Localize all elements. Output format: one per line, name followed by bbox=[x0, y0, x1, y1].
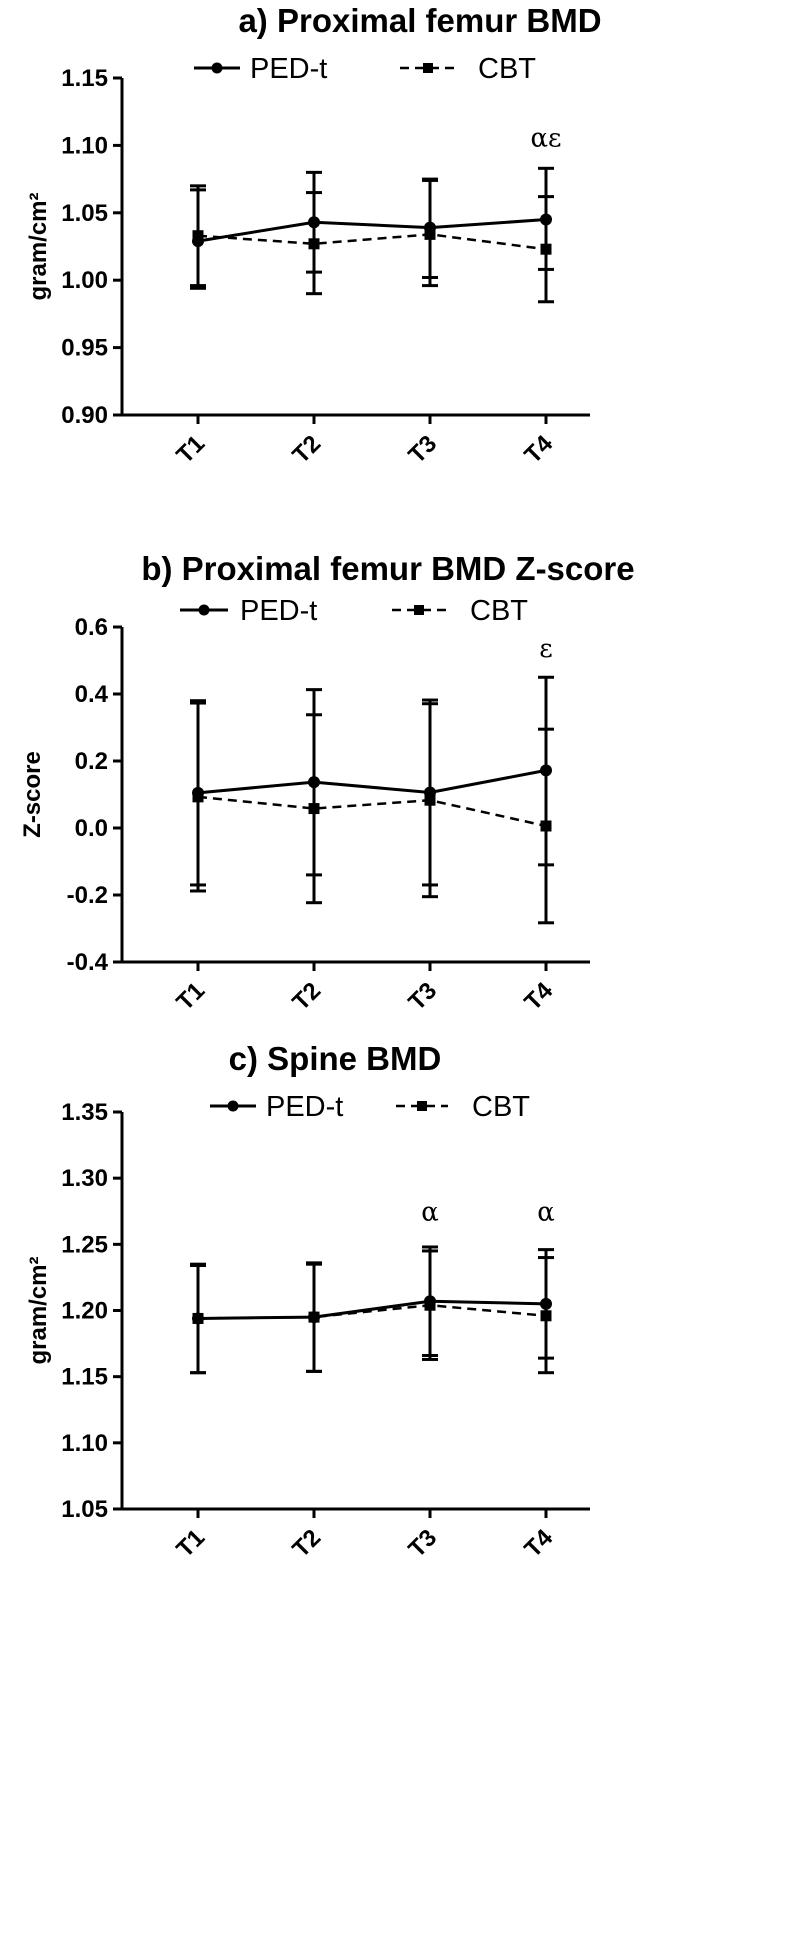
chart-title: b) Proximal femur BMD Z-score bbox=[141, 550, 634, 587]
y-tick-label: 1.10 bbox=[61, 1430, 108, 1457]
data-point bbox=[540, 820, 552, 832]
data-point bbox=[192, 791, 204, 803]
chart-title: c) Spine BMD bbox=[229, 1040, 442, 1077]
y-axis-label: gram/cm² bbox=[25, 192, 52, 300]
x-tick-label: T1 bbox=[171, 430, 210, 469]
y-tick-label: 0.4 bbox=[75, 681, 109, 708]
series-cbt bbox=[190, 1249, 554, 1375]
x-tick-label: T4 bbox=[519, 977, 558, 1016]
y-tick-label: 1.15 bbox=[61, 65, 108, 92]
data-point bbox=[192, 1312, 204, 1324]
y-tick-label: 0.2 bbox=[75, 748, 108, 775]
legend-marker-ped-t bbox=[211, 62, 223, 74]
x-tick-label: T2 bbox=[287, 977, 326, 1016]
data-point bbox=[192, 230, 204, 242]
chart-panel-2: b) Proximal femur BMD Z-score PED-t CBT Z-s… bbox=[19, 550, 635, 1016]
legend-marker-cbt bbox=[414, 605, 424, 615]
y-tick-label: 1.20 bbox=[61, 1298, 108, 1325]
significance-annotation: α bbox=[537, 1198, 555, 1228]
data-point bbox=[308, 1311, 320, 1323]
series-line bbox=[197, 218, 547, 243]
y-tick-label: 1.00 bbox=[61, 267, 108, 294]
data-point bbox=[424, 1299, 436, 1311]
legend-marker-cbt bbox=[417, 1101, 427, 1111]
series-line bbox=[197, 768, 547, 795]
legend: PED-t CBT bbox=[180, 595, 528, 627]
legend-marker-cbt bbox=[423, 63, 433, 73]
legend-label-cbt: CBT bbox=[470, 595, 528, 627]
chart-panel-3: c) Spine BMD PED-t CBT gram/cm² 1.05 1.10 1.15… bbox=[25, 1040, 590, 1563]
series-cbt bbox=[190, 178, 554, 304]
legend-label-ped-t: PED-t bbox=[240, 595, 317, 627]
series-cbt bbox=[190, 701, 554, 925]
legend: PED-t CBT bbox=[194, 53, 536, 85]
y-axis-label: gram/cm² bbox=[25, 1256, 52, 1364]
series-line bbox=[197, 1299, 547, 1320]
legend-label-ped-t: PED-t bbox=[250, 53, 327, 85]
y-tick-label: -0.4 bbox=[67, 949, 109, 976]
y-tick-label: 0.6 bbox=[75, 614, 108, 641]
x-tick-label: T2 bbox=[287, 430, 326, 469]
data-point bbox=[540, 1310, 552, 1322]
series-line bbox=[197, 795, 547, 828]
series-line bbox=[197, 233, 547, 251]
series-ped-t bbox=[190, 166, 554, 290]
y-tick-label: 1.30 bbox=[61, 1165, 108, 1192]
significance-annotation: αε bbox=[530, 124, 561, 154]
y-tick-label: 1.25 bbox=[61, 1231, 108, 1258]
x-tick-label: T3 bbox=[403, 1524, 442, 1563]
legend-marker-ped-t bbox=[198, 604, 210, 616]
y-tick-label: 1.10 bbox=[61, 132, 108, 159]
y-tick-label: 1.05 bbox=[61, 200, 108, 227]
data-point bbox=[308, 803, 320, 815]
legend-label-ped-t: PED-t bbox=[266, 1091, 343, 1123]
y-tick-label: -0.2 bbox=[67, 882, 108, 909]
data-point bbox=[424, 228, 436, 240]
y-tick-label: 0.95 bbox=[61, 335, 108, 362]
series-line bbox=[197, 1303, 547, 1320]
y-tick-label: 1.35 bbox=[61, 1099, 108, 1126]
legend: PED-t CBT bbox=[210, 1091, 530, 1123]
data-point bbox=[424, 794, 436, 806]
x-tick-label: T1 bbox=[171, 977, 210, 1016]
y-tick-label: 1.15 bbox=[61, 1364, 108, 1391]
x-tick-label: T2 bbox=[287, 1524, 326, 1563]
data-point bbox=[540, 243, 552, 255]
x-tick-label: T3 bbox=[403, 977, 442, 1016]
y-tick-label: 0.0 bbox=[75, 815, 108, 842]
legend-label-cbt: CBT bbox=[472, 1091, 530, 1123]
significance-annotation: ε bbox=[539, 634, 552, 664]
x-tick-label: T3 bbox=[403, 430, 442, 469]
series-ped-t bbox=[190, 1245, 554, 1375]
chart-title: a) Proximal femur BMD bbox=[238, 2, 601, 39]
legend-marker-ped-t bbox=[227, 1100, 239, 1112]
x-tick-label: T4 bbox=[519, 430, 558, 469]
x-tick-label: T1 bbox=[171, 1524, 210, 1563]
series-ped-t bbox=[190, 675, 554, 887]
y-tick-label: 0.90 bbox=[61, 402, 108, 429]
significance-annotation: α bbox=[421, 1198, 439, 1228]
y-axis-label: Z-score bbox=[19, 751, 46, 838]
data-point bbox=[308, 238, 320, 250]
chart-panel-1: a) Proximal femur BMD PED-t CBT gram/cm² 0.9… bbox=[25, 2, 602, 469]
y-tick-label: 1.05 bbox=[61, 1496, 108, 1523]
legend-label-cbt: CBT bbox=[478, 53, 536, 85]
x-tick-label: T4 bbox=[519, 1524, 558, 1563]
